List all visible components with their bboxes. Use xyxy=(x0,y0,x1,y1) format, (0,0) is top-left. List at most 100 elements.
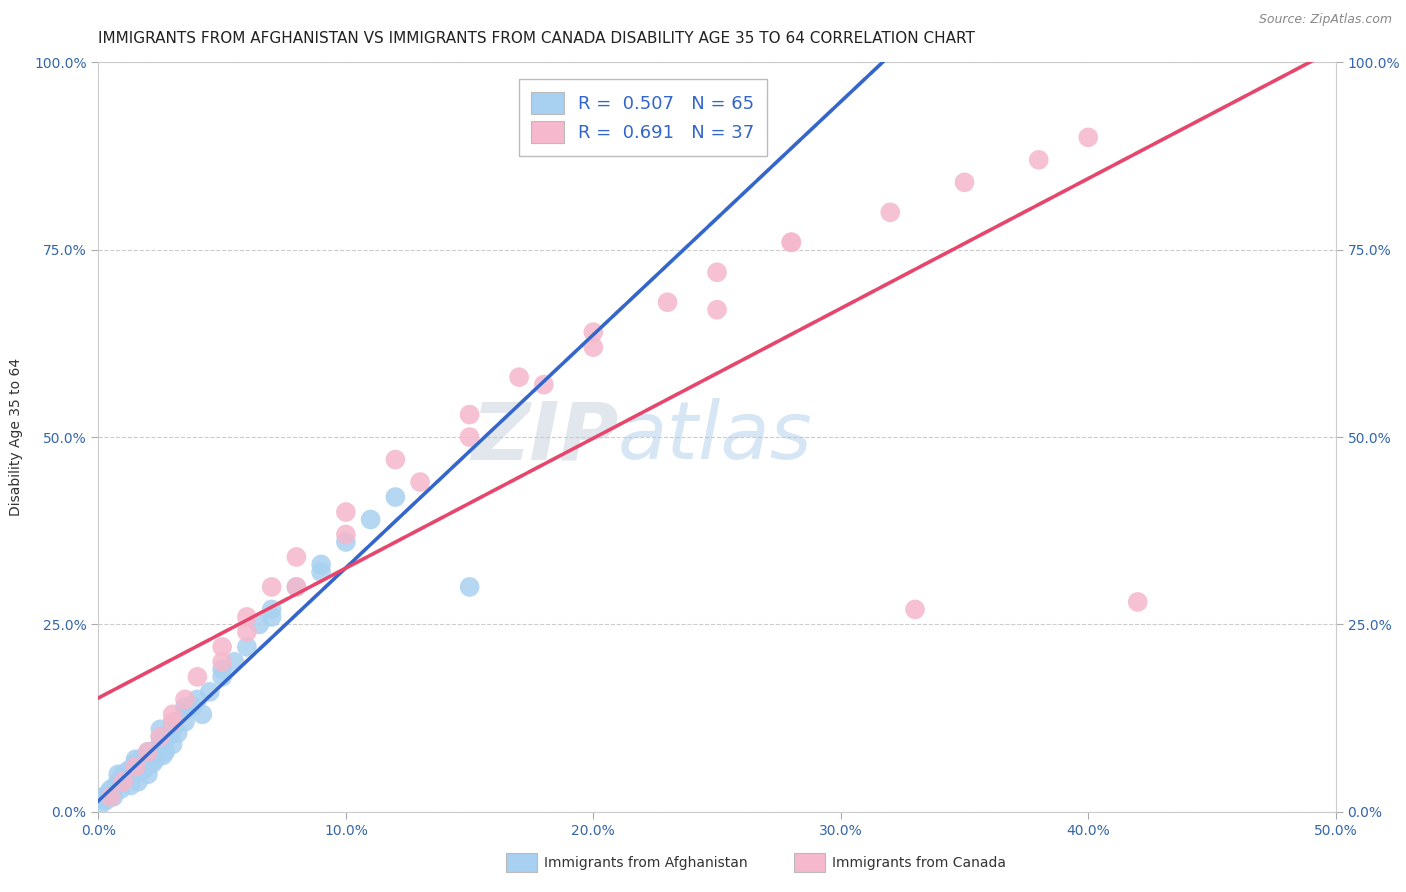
Point xyxy=(132,764,155,778)
Point xyxy=(134,760,156,774)
Point xyxy=(211,662,233,676)
Point xyxy=(162,737,184,751)
Point xyxy=(384,490,406,504)
Point xyxy=(706,265,728,279)
Point xyxy=(155,745,177,759)
Text: Immigrants from Afghanistan: Immigrants from Afghanistan xyxy=(544,855,748,870)
Point xyxy=(191,707,214,722)
Point xyxy=(93,789,115,804)
Legend: R =  0.507   N = 65, R =  0.691   N = 37: R = 0.507 N = 65, R = 0.691 N = 37 xyxy=(519,79,768,155)
Y-axis label: Disability Age 35 to 64: Disability Age 35 to 64 xyxy=(8,358,22,516)
Point xyxy=(103,789,125,804)
Point xyxy=(780,235,803,250)
Point xyxy=(104,779,127,793)
Point xyxy=(100,786,122,800)
Point xyxy=(236,610,259,624)
Point xyxy=(136,767,159,781)
Point xyxy=(162,714,184,729)
Point xyxy=(211,670,233,684)
Point xyxy=(166,726,188,740)
Point xyxy=(1077,130,1099,145)
Point xyxy=(309,558,332,572)
Point xyxy=(149,737,172,751)
Point xyxy=(94,789,117,804)
Point xyxy=(1028,153,1050,167)
Point xyxy=(149,730,172,744)
Point xyxy=(112,774,135,789)
Text: Immigrants from Canada: Immigrants from Canada xyxy=(832,855,1007,870)
Point xyxy=(142,756,165,770)
Point xyxy=(100,789,122,804)
Point xyxy=(260,602,283,616)
Point xyxy=(124,760,146,774)
Point xyxy=(260,610,283,624)
Point xyxy=(146,741,169,756)
Point xyxy=(1126,595,1149,609)
Point xyxy=(143,752,166,766)
Point xyxy=(110,782,132,797)
Point xyxy=(136,745,159,759)
Point xyxy=(224,655,246,669)
Point xyxy=(309,565,332,579)
Point xyxy=(780,235,803,250)
Point xyxy=(149,723,172,737)
Point xyxy=(533,377,555,392)
Point xyxy=(129,752,152,766)
Point xyxy=(117,764,139,778)
Point xyxy=(260,580,283,594)
Point xyxy=(181,699,204,714)
Point xyxy=(953,175,976,189)
Point xyxy=(384,452,406,467)
Point xyxy=(458,580,481,594)
Point xyxy=(360,512,382,526)
Point xyxy=(211,655,233,669)
Point xyxy=(124,760,146,774)
Point xyxy=(114,771,136,785)
Point xyxy=(124,756,146,770)
Point xyxy=(409,475,432,489)
Point xyxy=(879,205,901,219)
Point xyxy=(174,704,197,718)
Point xyxy=(94,793,117,807)
Point xyxy=(706,302,728,317)
Point xyxy=(335,505,357,519)
Point xyxy=(136,745,159,759)
Point xyxy=(904,602,927,616)
Point xyxy=(112,767,135,781)
Point xyxy=(657,295,679,310)
Point xyxy=(174,699,197,714)
Point xyxy=(198,685,221,699)
Point xyxy=(162,707,184,722)
Point xyxy=(458,408,481,422)
Point xyxy=(127,774,149,789)
Point xyxy=(107,774,129,789)
Point xyxy=(236,624,259,639)
Point xyxy=(174,692,197,706)
Point xyxy=(90,797,112,812)
Point xyxy=(186,692,208,706)
Point xyxy=(162,714,184,729)
Point xyxy=(156,730,179,744)
Point xyxy=(458,430,481,444)
Point xyxy=(285,580,308,594)
Point xyxy=(152,748,174,763)
Point xyxy=(285,549,308,564)
Point xyxy=(124,767,146,781)
Point xyxy=(247,617,270,632)
Point xyxy=(236,640,259,654)
Point xyxy=(120,779,142,793)
Point xyxy=(285,580,308,594)
Point xyxy=(107,767,129,781)
Point xyxy=(112,774,135,789)
Text: ZIP: ZIP xyxy=(471,398,619,476)
Point xyxy=(112,774,135,789)
Point xyxy=(162,723,184,737)
Text: atlas: atlas xyxy=(619,398,813,476)
Point xyxy=(149,730,172,744)
Point xyxy=(186,670,208,684)
Point xyxy=(124,752,146,766)
Point xyxy=(174,714,197,729)
Point xyxy=(100,782,122,797)
Point xyxy=(335,535,357,549)
Point xyxy=(136,748,159,763)
